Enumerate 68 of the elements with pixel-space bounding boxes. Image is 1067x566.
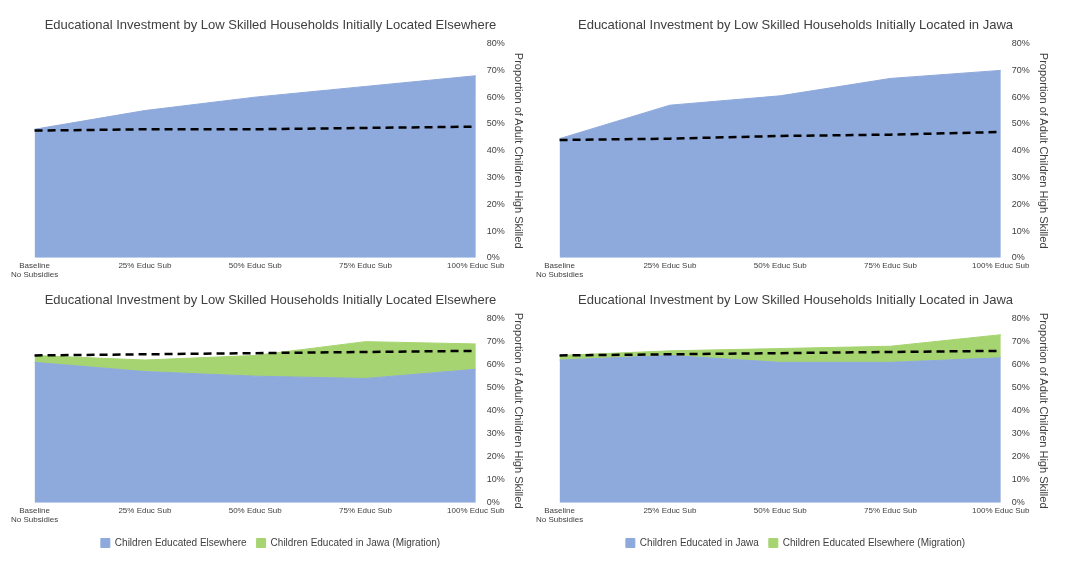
y-axis-title: Proportion of Adult Children High Skilled bbox=[1038, 52, 1051, 249]
y-tick-label: 0% bbox=[1011, 252, 1025, 263]
y-tick-label: 60% bbox=[1011, 359, 1030, 370]
y-tick-label: 40% bbox=[486, 145, 505, 156]
y-tick-label: 40% bbox=[1011, 405, 1030, 416]
x-tick-label: 25% Educ Sub bbox=[643, 260, 697, 270]
x-tick-label: 100% Educ Sub bbox=[447, 260, 506, 270]
y-tick-label: 70% bbox=[486, 336, 505, 347]
y-tick-label: 20% bbox=[1011, 451, 1030, 462]
x-tick-label: 25% Educ Sub bbox=[643, 505, 697, 515]
y-tick-label: 50% bbox=[486, 382, 505, 393]
chart-title: Educational Investment by Low Skilled Households Initially Located in Jawa bbox=[577, 17, 1014, 33]
legend-label: Children Educated in Jawa bbox=[639, 536, 760, 548]
x-tick-label: Baseline No Subsidies bbox=[11, 260, 59, 280]
x-tick-label: 25% Educ Sub bbox=[118, 260, 172, 270]
x-tick-label: 25% Educ Sub bbox=[118, 505, 172, 515]
y-tick-label: 0% bbox=[486, 497, 500, 508]
y-axis-title: Proportion of Adult Children High Skilled bbox=[513, 312, 526, 509]
y-tick-label: 20% bbox=[1011, 198, 1030, 209]
y-tick-label: 20% bbox=[486, 451, 505, 462]
y-tick-label: 70% bbox=[486, 64, 505, 75]
y-tick-label: 80% bbox=[1011, 38, 1030, 49]
y-tick-label: 20% bbox=[486, 198, 505, 209]
y-tick-label: 70% bbox=[1011, 64, 1030, 75]
y-tick-label: 10% bbox=[1011, 474, 1030, 485]
chart-title: Educational Investment by Low Skilled Households Initially Located in Jawa bbox=[577, 292, 1014, 308]
chart-title: Educational Investment by Low Skilled Households Initially Located Elsewhere bbox=[44, 292, 497, 308]
y-tick-label: 10% bbox=[486, 225, 505, 236]
y-tick-label: 30% bbox=[1011, 171, 1030, 182]
y-tick-label: 40% bbox=[486, 405, 505, 416]
y-axis-title: Proportion of Adult Children High Skilled bbox=[513, 52, 526, 249]
y-tick-label: 80% bbox=[486, 38, 505, 49]
y-tick-label: 30% bbox=[486, 171, 505, 182]
legend-label: Children Educated Elsewhere bbox=[114, 536, 248, 548]
y-tick-label: 80% bbox=[486, 313, 505, 324]
x-tick-label: Baseline No Subsidies bbox=[11, 505, 59, 525]
y-tick-label: 60% bbox=[486, 91, 505, 102]
x-tick-label: Baseline No Subsidies bbox=[536, 505, 584, 525]
x-tick-label: 100% Educ Sub bbox=[447, 505, 506, 515]
x-tick-label: 75% Educ Sub bbox=[864, 260, 918, 270]
y-tick-label: 30% bbox=[1011, 428, 1030, 439]
y-tick-label: 50% bbox=[1011, 118, 1030, 129]
x-tick-label: 75% Educ Sub bbox=[339, 260, 393, 270]
legend-label: Children Educated in Jawa (Migration) bbox=[270, 536, 441, 548]
y-tick-label: 10% bbox=[486, 474, 505, 485]
chart-title: Educational Investment by Low Skilled Households Initially Located Elsewhere bbox=[44, 17, 497, 33]
y-tick-label: 30% bbox=[486, 428, 505, 439]
y-tick-label: 60% bbox=[1011, 91, 1030, 102]
y-tick-label: 0% bbox=[1011, 497, 1025, 508]
x-tick-label: 75% Educ Sub bbox=[864, 505, 918, 515]
y-tick-label: 60% bbox=[486, 359, 505, 370]
x-tick-label: 100% Educ Sub bbox=[972, 505, 1031, 515]
y-tick-label: 70% bbox=[1011, 336, 1030, 347]
y-tick-label: 0% bbox=[486, 252, 500, 263]
x-tick-label: 100% Educ Sub bbox=[972, 260, 1031, 270]
y-tick-label: 10% bbox=[1011, 225, 1030, 236]
y-tick-label: 80% bbox=[1011, 313, 1030, 324]
x-tick-label: 50% Educ Sub bbox=[228, 260, 283, 270]
x-tick-label: 75% Educ Sub bbox=[339, 505, 393, 515]
y-tick-label: 40% bbox=[1011, 145, 1030, 156]
x-tick-label: 50% Educ Sub bbox=[228, 505, 283, 515]
y-axis-title: Proportion of Adult Children High Skilled bbox=[1038, 312, 1051, 509]
y-tick-label: 50% bbox=[486, 118, 505, 129]
x-tick-label: 50% Educ Sub bbox=[753, 260, 808, 270]
legend-label: Children Educated Elsewhere (Migration) bbox=[782, 536, 966, 548]
x-tick-label: Baseline No Subsidies bbox=[536, 260, 584, 280]
y-tick-label: 50% bbox=[1011, 382, 1030, 393]
x-tick-label: 50% Educ Sub bbox=[753, 505, 808, 515]
